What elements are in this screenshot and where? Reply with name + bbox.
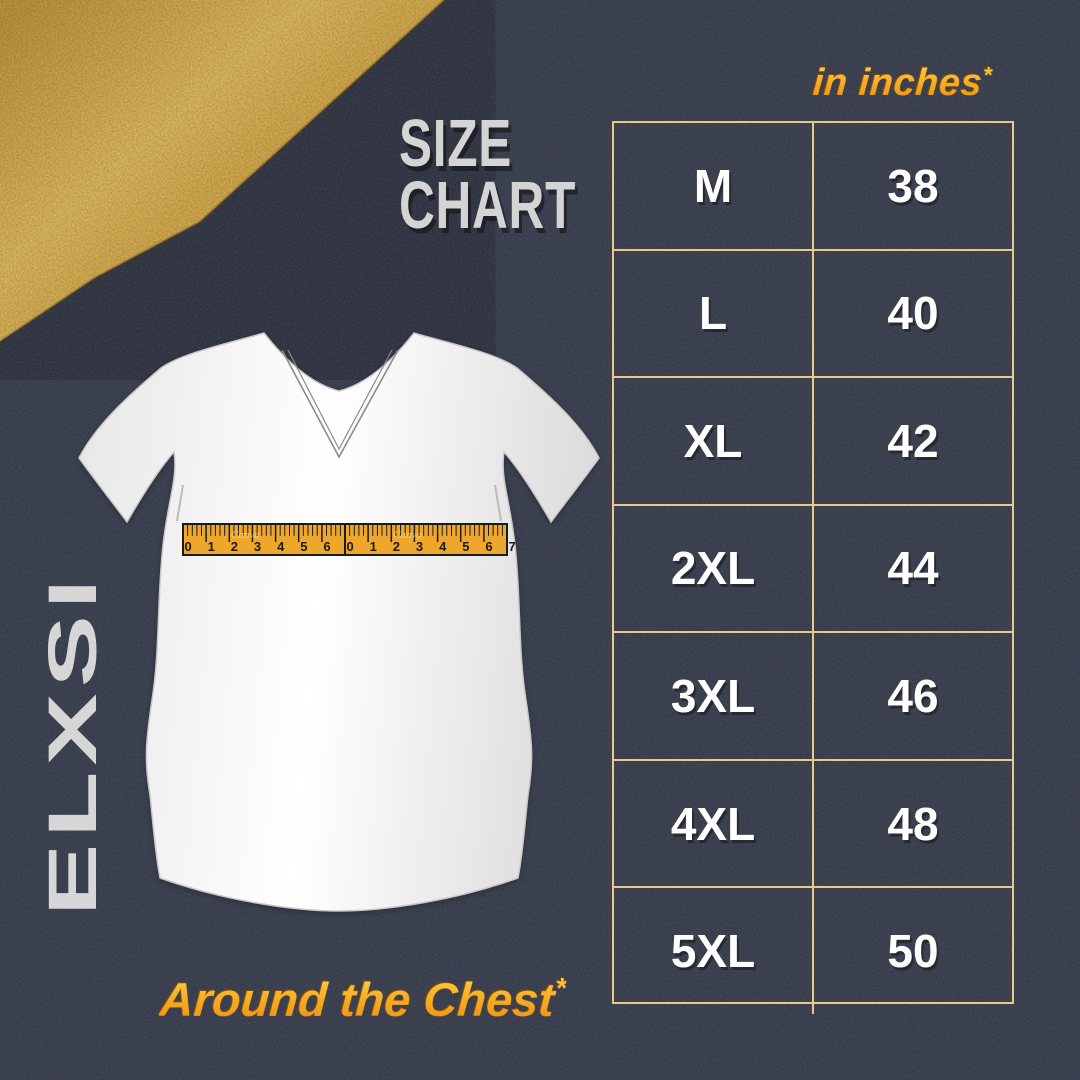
svg-text:5: 5	[462, 539, 469, 554]
svg-text:6: 6	[323, 539, 330, 554]
svg-text:1: 1	[370, 539, 377, 554]
svg-text:0: 0	[185, 539, 192, 554]
svg-text:2: 2	[393, 539, 400, 554]
svg-text:Canva: Canva	[393, 529, 422, 541]
svg-text:3: 3	[416, 539, 423, 554]
svg-text:0: 0	[347, 539, 354, 554]
svg-text:5: 5	[300, 539, 307, 554]
svg-text:7: 7	[509, 539, 516, 554]
svg-text:Canva: Canva	[231, 529, 260, 541]
svg-text:2: 2	[231, 539, 238, 554]
svg-text:4: 4	[277, 539, 285, 554]
svg-text:6: 6	[485, 539, 492, 554]
svg-text:1: 1	[208, 539, 215, 554]
svg-text:3: 3	[254, 539, 261, 554]
svg-text:4: 4	[439, 539, 447, 554]
